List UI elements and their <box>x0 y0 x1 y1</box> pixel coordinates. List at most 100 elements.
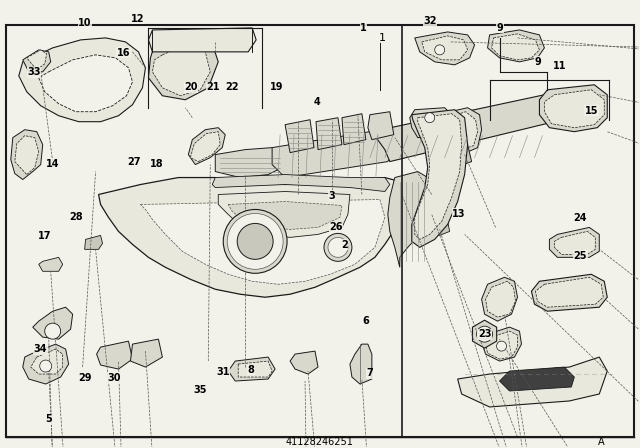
Text: A: A <box>598 437 604 447</box>
Circle shape <box>237 224 273 259</box>
Polygon shape <box>481 277 518 321</box>
Polygon shape <box>290 351 318 374</box>
Polygon shape <box>99 177 404 297</box>
Polygon shape <box>388 172 429 267</box>
Text: 32: 32 <box>423 17 436 26</box>
Circle shape <box>435 45 445 55</box>
Text: 17: 17 <box>38 231 51 241</box>
Polygon shape <box>444 108 481 155</box>
Text: 22: 22 <box>225 82 239 92</box>
Polygon shape <box>19 38 145 122</box>
Polygon shape <box>500 367 574 391</box>
Polygon shape <box>342 114 366 145</box>
Polygon shape <box>285 120 314 153</box>
Text: 1: 1 <box>378 33 385 43</box>
Text: 28: 28 <box>69 212 83 222</box>
Circle shape <box>223 210 287 273</box>
Text: 18: 18 <box>150 159 164 169</box>
Polygon shape <box>472 320 497 348</box>
Polygon shape <box>492 34 540 60</box>
Circle shape <box>477 326 493 342</box>
Polygon shape <box>39 257 63 271</box>
Polygon shape <box>481 327 522 361</box>
Polygon shape <box>15 136 39 175</box>
Polygon shape <box>549 228 599 257</box>
Text: 20: 20 <box>184 82 198 92</box>
Polygon shape <box>447 112 477 150</box>
Polygon shape <box>486 331 518 359</box>
Text: 29: 29 <box>78 373 92 383</box>
Text: 2: 2 <box>341 240 348 250</box>
Text: 9: 9 <box>497 23 504 33</box>
Circle shape <box>328 237 348 257</box>
Text: 30: 30 <box>108 373 121 383</box>
Polygon shape <box>97 341 132 369</box>
Text: 10: 10 <box>78 18 92 28</box>
Text: 7: 7 <box>367 368 373 378</box>
Polygon shape <box>23 344 68 384</box>
Polygon shape <box>428 188 447 215</box>
Polygon shape <box>540 85 607 132</box>
Polygon shape <box>536 277 604 307</box>
Polygon shape <box>410 108 452 138</box>
Polygon shape <box>531 274 607 311</box>
Polygon shape <box>415 32 475 65</box>
Text: 24: 24 <box>573 213 587 223</box>
Text: 23: 23 <box>478 329 492 339</box>
Text: 19: 19 <box>270 82 284 92</box>
Polygon shape <box>212 175 390 191</box>
Polygon shape <box>486 281 515 317</box>
Polygon shape <box>140 199 385 284</box>
Text: 16: 16 <box>116 48 130 58</box>
Polygon shape <box>23 50 51 72</box>
Polygon shape <box>84 235 102 250</box>
Polygon shape <box>228 357 275 381</box>
Polygon shape <box>11 129 43 180</box>
Polygon shape <box>31 349 63 374</box>
Text: 27: 27 <box>127 157 140 167</box>
Text: 35: 35 <box>193 385 207 395</box>
Polygon shape <box>190 132 220 162</box>
Circle shape <box>425 113 435 123</box>
Text: 34: 34 <box>34 345 47 354</box>
Circle shape <box>40 360 52 372</box>
Text: 15: 15 <box>584 106 598 116</box>
Circle shape <box>497 341 506 351</box>
Text: 12: 12 <box>131 14 145 24</box>
Text: 11: 11 <box>552 61 566 71</box>
Text: 25: 25 <box>573 250 587 261</box>
Text: 9: 9 <box>534 57 541 67</box>
Polygon shape <box>228 202 342 229</box>
Polygon shape <box>272 132 395 177</box>
Text: 3: 3 <box>328 191 335 201</box>
Polygon shape <box>432 221 450 235</box>
Polygon shape <box>218 191 350 237</box>
Polygon shape <box>188 128 225 164</box>
Polygon shape <box>350 344 372 384</box>
Polygon shape <box>316 118 342 150</box>
Circle shape <box>324 233 352 261</box>
Text: 21: 21 <box>206 82 220 92</box>
Polygon shape <box>554 232 595 254</box>
Polygon shape <box>238 361 272 377</box>
Polygon shape <box>372 95 561 162</box>
Polygon shape <box>415 114 461 239</box>
Polygon shape <box>488 30 545 62</box>
Text: 14: 14 <box>47 159 60 169</box>
Polygon shape <box>422 36 468 60</box>
Polygon shape <box>545 90 604 128</box>
Polygon shape <box>27 50 47 70</box>
Text: 13: 13 <box>452 209 466 219</box>
Text: 41128246251: 41128246251 <box>286 437 354 447</box>
Circle shape <box>45 323 61 339</box>
Polygon shape <box>152 45 211 96</box>
Polygon shape <box>215 148 285 177</box>
Text: 26: 26 <box>329 222 342 232</box>
Text: 1: 1 <box>360 23 367 33</box>
Text: 8: 8 <box>248 365 255 375</box>
Polygon shape <box>412 110 468 247</box>
Polygon shape <box>368 112 394 140</box>
Polygon shape <box>444 145 472 168</box>
Text: 33: 33 <box>28 67 41 78</box>
Circle shape <box>227 213 283 269</box>
